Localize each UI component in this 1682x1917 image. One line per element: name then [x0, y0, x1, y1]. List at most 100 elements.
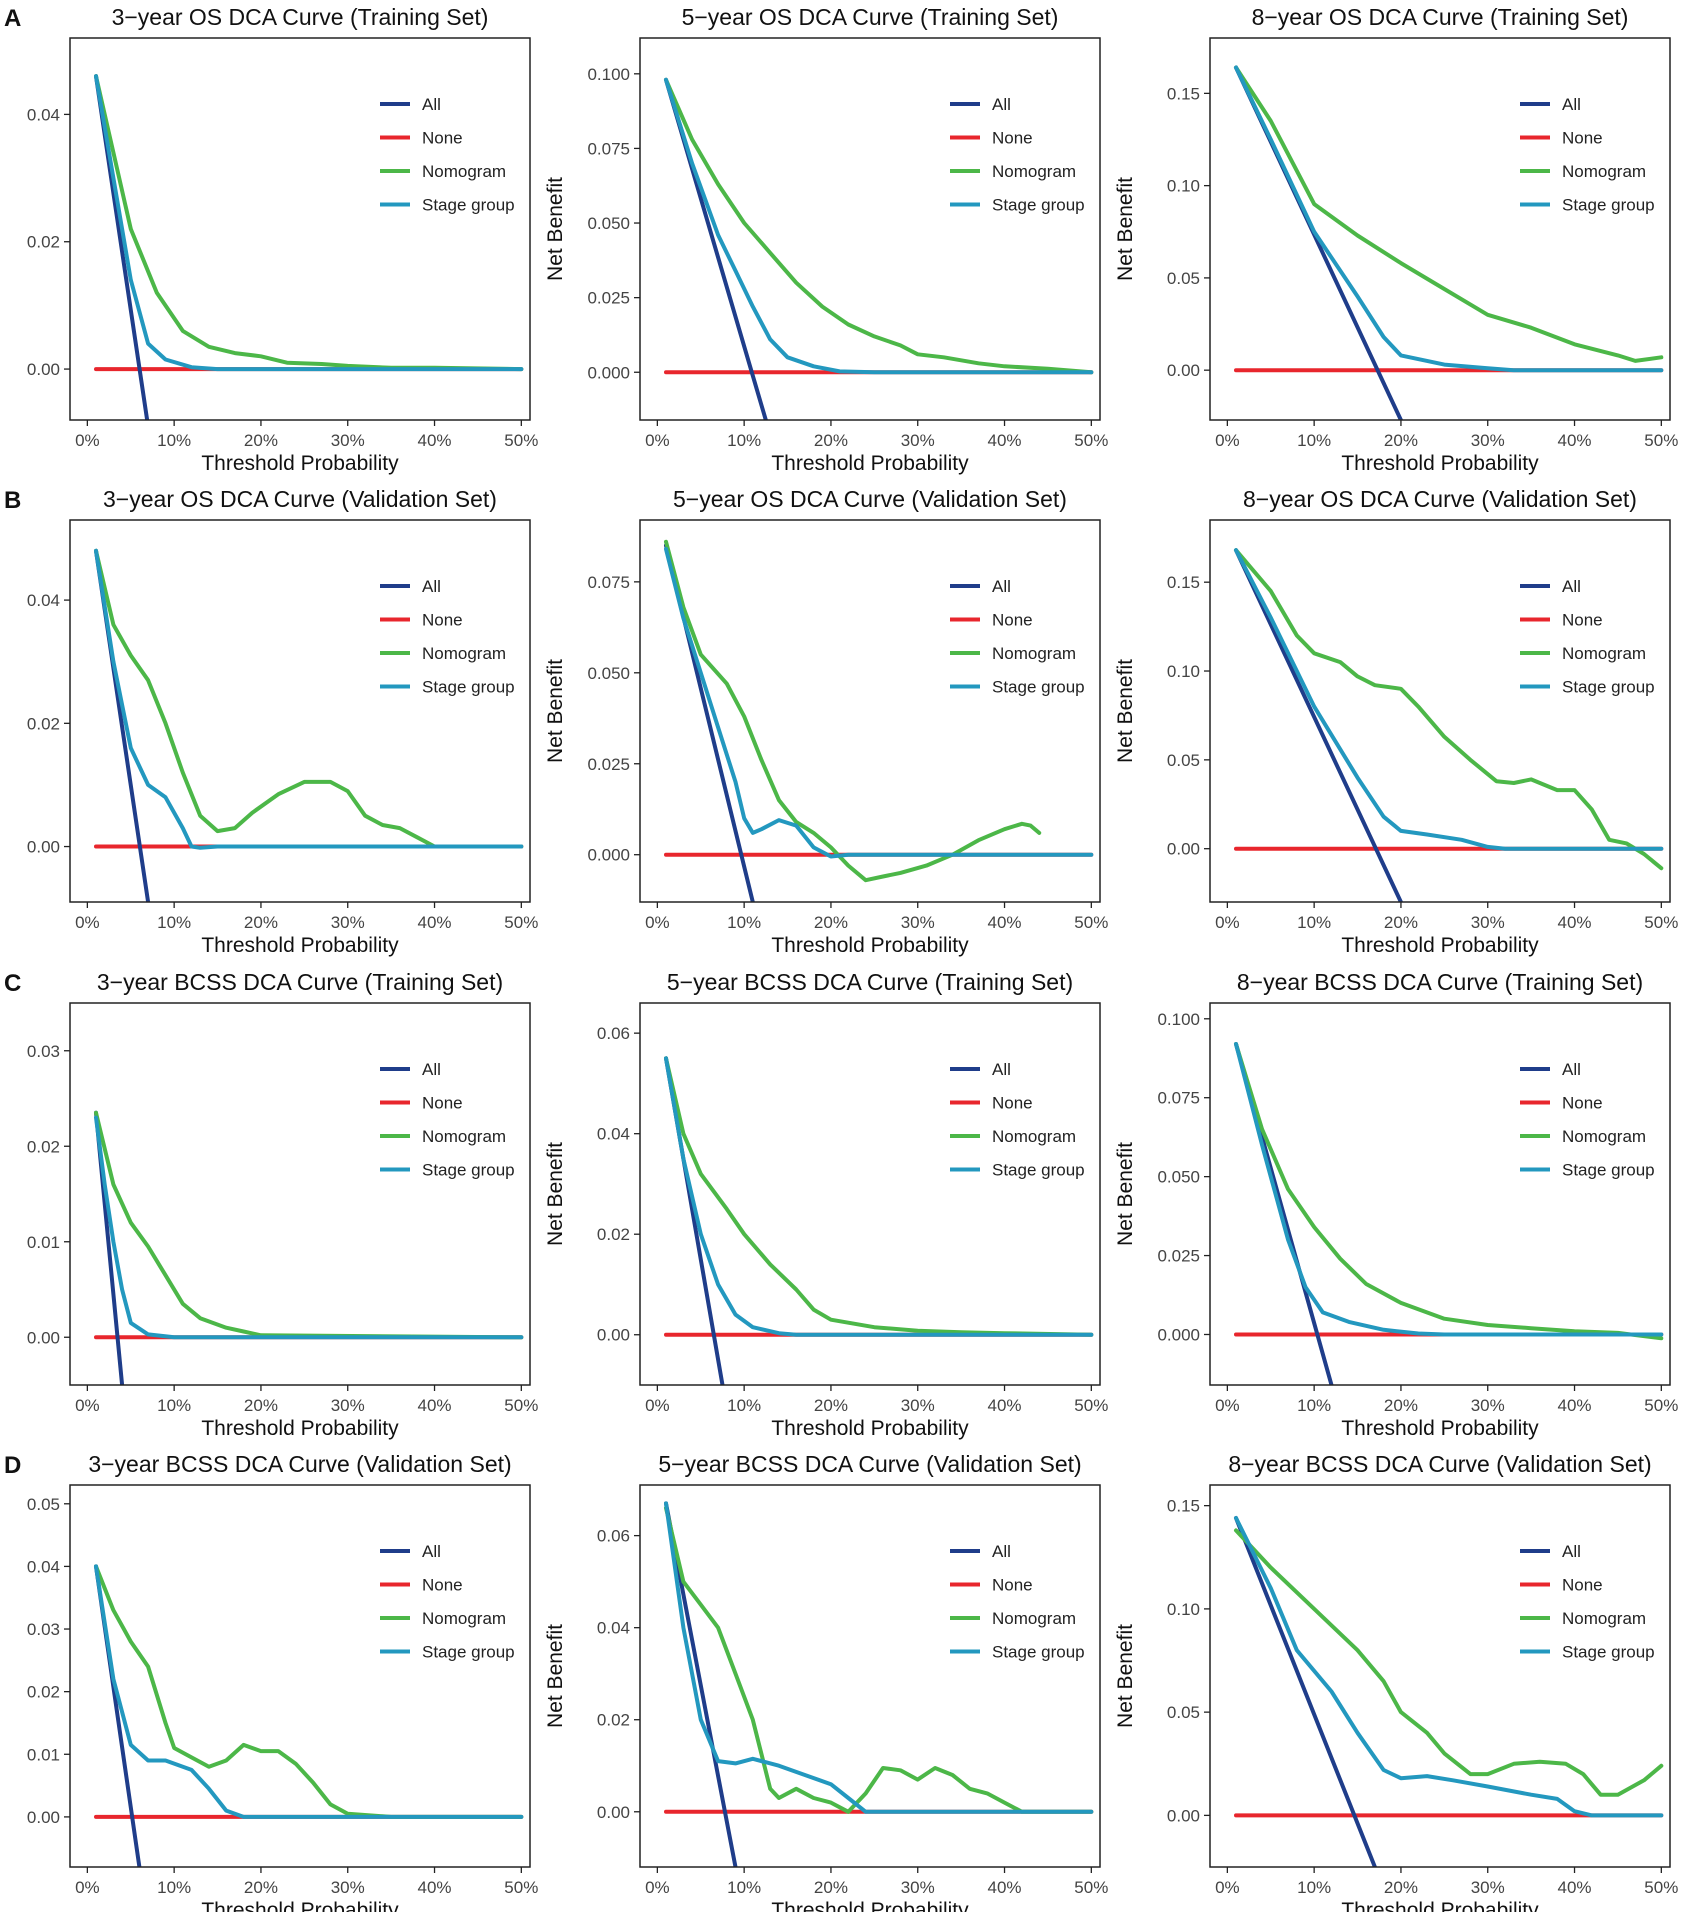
y-axis-label: Net Benefit: [544, 659, 567, 763]
series-line-stage-group: [1234, 1042, 1664, 1337]
legend-label: Nomogram: [1562, 1127, 1646, 1146]
series-line-nomogram: [94, 548, 524, 849]
x-tick-label: 30%: [901, 1396, 935, 1415]
plot-frame: [69, 1002, 531, 1386]
x-tick-label: 30%: [1471, 431, 1505, 450]
legend-label: Nomogram: [422, 644, 506, 663]
y-axis-label: Net Benefit: [1114, 177, 1137, 281]
chart-title: 3−year BCSS DCA Curve (Training Set): [97, 969, 503, 995]
x-tick-label: 50%: [504, 431, 538, 450]
legend-label: Nomogram: [992, 1609, 1076, 1628]
x-axis-label: Threshold Probability: [771, 1899, 969, 1912]
panel-label-d: D: [4, 1452, 21, 1479]
x-tick-label: 30%: [901, 913, 935, 932]
x-tick-label: 30%: [901, 1878, 935, 1897]
legend-label: None: [992, 1094, 1033, 1113]
legend-label: None: [1562, 1094, 1603, 1113]
x-axis-label: Threshold Probability: [201, 934, 399, 957]
y-axis-label: Net Benefit: [544, 177, 567, 281]
series-lines: [664, 1056, 1094, 1385]
y-tick-label: 0.075: [1157, 1089, 1200, 1108]
x-tick-label: 20%: [814, 913, 848, 932]
legend-label: All: [992, 1060, 1011, 1079]
x-tick-label: 20%: [814, 1878, 848, 1897]
chart-title: 8−year BCSS DCA Curve (Training Set): [1237, 969, 1643, 995]
chart-title: 3−year BCSS DCA Curve (Validation Set): [88, 1451, 511, 1477]
x-tick-label: 40%: [988, 913, 1022, 932]
x-tick-label: 50%: [1644, 913, 1678, 932]
legend-label: None: [422, 1094, 463, 1113]
legend-label: Stage group: [1562, 678, 1655, 697]
series-line-stage-group: [1234, 65, 1664, 373]
x-tick-label: 50%: [504, 1396, 538, 1415]
series-line-nomogram: [1234, 548, 1664, 871]
series-line-nomogram: [94, 74, 524, 372]
x-tick-label: 40%: [418, 431, 452, 450]
x-tick-label: 30%: [1471, 913, 1505, 932]
x-tick-label: 0%: [75, 431, 100, 450]
plot-frame: [639, 519, 1101, 903]
y-tick-label: 0.050: [1157, 1168, 1200, 1187]
x-tick-label: 20%: [244, 1878, 278, 1897]
chart-title: 3−year OS DCA Curve (Validation Set): [103, 486, 497, 512]
x-tick-label: 30%: [331, 1878, 365, 1897]
legend-label: None: [1562, 611, 1603, 630]
y-tick-label: 0.100: [1157, 1010, 1200, 1029]
y-tick-label: 0.050: [587, 664, 630, 683]
dca-panel-5: 5−year OS DCA Curve (Validation Set) 0% 10…: [544, 486, 1108, 957]
legend-label: Stage group: [422, 196, 515, 215]
legend-label: Stage group: [422, 678, 515, 697]
y-tick-label: 0.04: [597, 1125, 630, 1144]
plot-frame: [1209, 37, 1671, 421]
x-tick-label: 10%: [727, 1396, 761, 1415]
dca-panel-8: 5−year BCSS DCA Curve (Training Set) 0% 10…: [544, 969, 1108, 1440]
x-tick-label: 0%: [645, 913, 670, 932]
legend-label: Stage group: [992, 1643, 1085, 1662]
y-tick-label: 0.01: [27, 1745, 60, 1764]
y-tick-label: 0.06: [597, 1527, 630, 1546]
legend-label: Nomogram: [422, 162, 506, 181]
x-tick-label: 20%: [1384, 1878, 1418, 1897]
y-tick-label: 0.03: [27, 1042, 60, 1061]
y-tick-label: 0.025: [1157, 1247, 1200, 1266]
series-line-nomogram: [94, 1564, 524, 1819]
x-tick-label: 40%: [1558, 913, 1592, 932]
y-tick-label: 0.00: [1167, 1806, 1200, 1825]
legend-label: Nomogram: [422, 1609, 506, 1628]
legend-label: None: [422, 1576, 463, 1595]
legend-label: Nomogram: [1562, 644, 1646, 663]
y-tick-label: 0.02: [27, 1137, 60, 1156]
series-lines: [94, 1564, 524, 1867]
x-tick-label: 0%: [75, 1878, 100, 1897]
plot-frame: [69, 1484, 531, 1868]
y-axis-label: Net Benefit: [544, 1624, 567, 1728]
chart-title: 3−year OS DCA Curve (Training Set): [112, 4, 489, 30]
y-tick-label: 0.02: [27, 1683, 60, 1702]
legend-label: None: [422, 129, 463, 148]
legend-label: Nomogram: [1562, 162, 1646, 181]
series-line-all: [1234, 1516, 1377, 1867]
y-tick-label: 0.04: [597, 1619, 630, 1638]
legend-label: None: [992, 1576, 1033, 1595]
y-tick-label: 0.00: [27, 360, 60, 379]
x-tick-label: 0%: [645, 431, 670, 450]
legend-label: Nomogram: [992, 644, 1076, 663]
x-tick-label: 10%: [1297, 431, 1331, 450]
x-tick-label: 20%: [814, 431, 848, 450]
panel-label-b: B: [4, 487, 21, 514]
x-tick-label: 20%: [244, 913, 278, 932]
y-tick-label: 0.025: [587, 755, 630, 774]
legend-label: None: [992, 611, 1033, 630]
y-tick-label: 0.050: [587, 214, 630, 233]
x-tick-label: 40%: [418, 913, 452, 932]
series-line-nomogram: [664, 77, 1094, 375]
legend-label: All: [1562, 577, 1581, 596]
x-tick-label: 40%: [418, 1878, 452, 1897]
x-tick-label: 10%: [1297, 1396, 1331, 1415]
x-tick-label: 30%: [1471, 1878, 1505, 1897]
x-tick-label: 40%: [988, 1396, 1022, 1415]
chart-title: 5−year BCSS DCA Curve (Training Set): [667, 969, 1073, 995]
x-tick-label: 50%: [1644, 1878, 1678, 1897]
y-tick-label: 0.05: [1167, 1703, 1200, 1722]
